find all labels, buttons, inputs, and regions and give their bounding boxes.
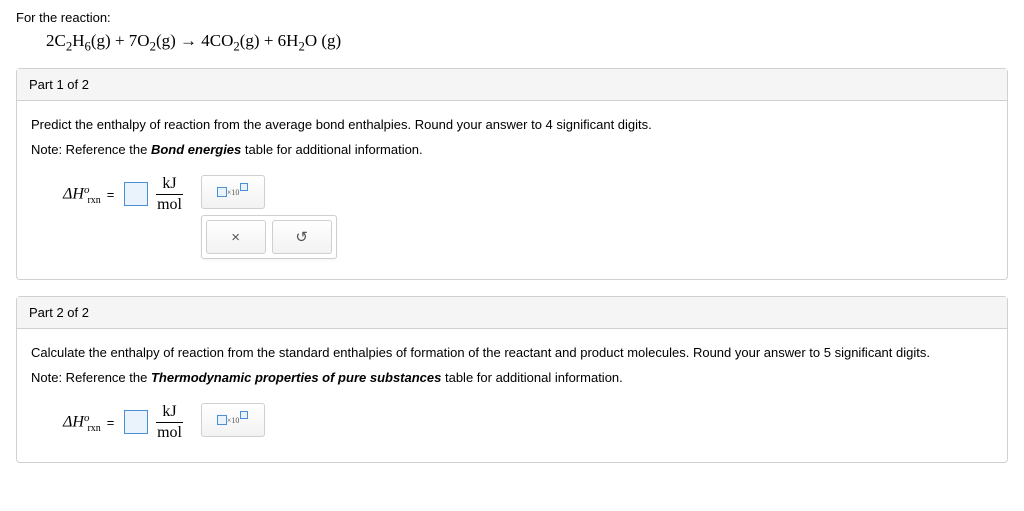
part1-answer-input[interactable] xyxy=(124,182,148,206)
sci-notation-icon: ×10 xyxy=(217,415,249,425)
part1-note: Note: Reference the Bond energies table … xyxy=(31,142,993,157)
reset-icon: ↺ xyxy=(295,228,308,246)
reaction-equation: 2C2H6(g) + 7O2(g) → 4CO2(g) + 6H2O (g) xyxy=(46,31,1008,54)
note-suffix: table for additional information. xyxy=(441,370,622,385)
unit-num: kJ xyxy=(156,403,182,423)
part2-panel: Part 2 of 2 Calculate the enthalpy of re… xyxy=(16,296,1008,462)
note-suffix: table for additional information. xyxy=(241,142,422,157)
part1-answer-row: ΔHorxn = kJ mol ×10 × xyxy=(31,175,993,259)
clear-button[interactable]: × xyxy=(206,220,266,254)
sci-notation-button[interactable]: ×10 xyxy=(201,403,265,437)
part1-expression: ΔHorxn = kJ mol xyxy=(31,175,183,213)
part2-answer-row: ΔHorxn = kJ mol ×10 xyxy=(31,403,993,441)
part2-answer-input[interactable] xyxy=(124,410,148,434)
delta-h-symbol: ΔHorxn xyxy=(63,411,103,434)
equals-sign: = xyxy=(107,187,115,202)
part1-toolbox: ×10 × ↺ xyxy=(201,175,337,259)
note-keyword: Bond energies xyxy=(151,142,241,157)
unit-fraction: kJ mol xyxy=(156,403,182,441)
reset-button[interactable]: ↺ xyxy=(272,220,332,254)
part2-note: Note: Reference the Thermodynamic proper… xyxy=(31,370,993,385)
note-prefix: Note: Reference the xyxy=(31,142,151,157)
note-keyword: Thermodynamic properties of pure substan… xyxy=(151,370,441,385)
unit-fraction: kJ mol xyxy=(156,175,182,213)
part1-panel: Part 1 of 2 Predict the enthalpy of reac… xyxy=(16,68,1008,280)
sci-notation-button[interactable]: ×10 xyxy=(201,175,265,209)
sci-notation-icon: ×10 xyxy=(217,187,249,197)
part1-prompt: Predict the enthalpy of reaction from th… xyxy=(31,117,993,132)
note-prefix: Note: Reference the xyxy=(31,370,151,385)
part1-header: Part 1 of 2 xyxy=(17,69,1007,101)
x-icon: × xyxy=(231,229,240,246)
reaction-intro: For the reaction: xyxy=(16,10,1008,25)
unit-den: mol xyxy=(157,195,182,214)
part2-expression: ΔHorxn = kJ mol xyxy=(31,403,183,441)
part2-prompt: Calculate the enthalpy of reaction from … xyxy=(31,345,993,360)
part2-toolbox: ×10 xyxy=(201,403,265,437)
equals-sign: = xyxy=(107,415,115,430)
unit-den: mol xyxy=(157,423,182,442)
unit-num: kJ xyxy=(156,175,182,195)
part2-header: Part 2 of 2 xyxy=(17,297,1007,329)
delta-h-symbol: ΔHorxn xyxy=(63,183,103,206)
